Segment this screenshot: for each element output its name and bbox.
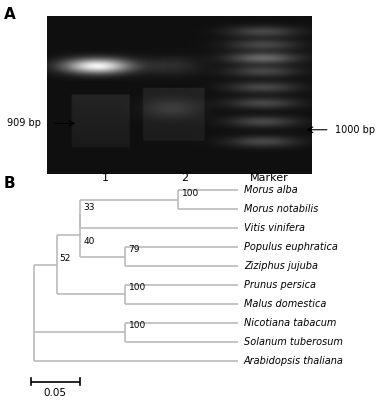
- Text: 79: 79: [129, 246, 140, 254]
- Text: 100: 100: [129, 321, 146, 330]
- Text: 100: 100: [129, 283, 146, 292]
- Text: Morus notabilis: Morus notabilis: [244, 204, 318, 214]
- Text: Populus euphratica: Populus euphratica: [244, 242, 338, 252]
- Text: 909 bp: 909 bp: [7, 118, 41, 128]
- Text: 40: 40: [83, 237, 95, 246]
- Text: Malus domestica: Malus domestica: [244, 299, 326, 309]
- Text: 0.05: 0.05: [44, 388, 67, 398]
- Text: 100: 100: [181, 189, 199, 198]
- Text: Marker: Marker: [249, 174, 288, 184]
- Text: 33: 33: [83, 203, 95, 212]
- Text: Solanum tuberosum: Solanum tuberosum: [244, 337, 343, 347]
- Text: Ziziphus jujuba: Ziziphus jujuba: [244, 261, 318, 271]
- Text: A: A: [4, 6, 16, 22]
- Text: Morus alba: Morus alba: [244, 185, 298, 195]
- Text: 1: 1: [102, 174, 109, 184]
- Text: Vitis vinifera: Vitis vinifera: [244, 223, 305, 233]
- Text: Arabidopsis thaliana: Arabidopsis thaliana: [244, 356, 343, 366]
- Text: 52: 52: [59, 254, 70, 263]
- Text: B: B: [4, 176, 16, 191]
- Text: 2: 2: [180, 174, 188, 184]
- Text: Nicotiana tabacum: Nicotiana tabacum: [244, 318, 336, 328]
- Text: 1000 bp: 1000 bp: [335, 125, 375, 135]
- Text: Prunus persica: Prunus persica: [244, 280, 316, 290]
